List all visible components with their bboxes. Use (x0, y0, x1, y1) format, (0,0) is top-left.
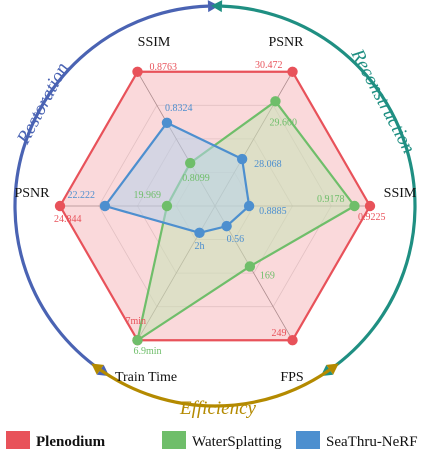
value-label: 0.8885 (259, 206, 287, 217)
data-point (161, 117, 173, 128)
value-label: 169 (260, 270, 275, 281)
data-point (236, 153, 248, 165)
legend-swatch-watersplatting (162, 431, 186, 449)
value-label: 6.9min (134, 346, 162, 357)
value-label: 0.8763 (150, 62, 178, 73)
axis-label: SSIM (138, 35, 171, 50)
axis-label: FPS (280, 370, 303, 385)
data-point (221, 220, 232, 232)
series-points (54, 66, 376, 346)
data-point (132, 335, 143, 346)
value-label: 249 (272, 328, 287, 339)
data-point (132, 66, 143, 77)
arrow-head (210, 0, 223, 13)
value-label: 0.9178 (317, 194, 345, 205)
data-point (287, 335, 298, 346)
legend: Plenodium WaterSplatting SeaThru-NeRF (6, 431, 418, 450)
value-label: 29.600 (269, 117, 297, 128)
arrow-head (91, 363, 104, 375)
axis-label: SSIM (384, 186, 417, 201)
data-point (349, 200, 360, 212)
data-point (161, 200, 173, 212)
legend-label-plenodium: Plenodium (36, 434, 106, 450)
data-point (270, 96, 281, 107)
axis-label: PSNR (268, 35, 304, 50)
arrow-head (326, 363, 339, 375)
value-label: 24.844 (54, 214, 82, 225)
axis-label: PSNR (14, 186, 50, 201)
data-point (54, 200, 66, 212)
value-label: 22.222 (67, 190, 95, 201)
axis-label: Train Time (115, 370, 177, 385)
legend-swatch-seathru-nerf (296, 431, 320, 449)
data-point (364, 200, 376, 212)
value-label: 28.068 (254, 159, 282, 170)
data-point (243, 200, 255, 212)
value-label: 0.56 (227, 234, 245, 245)
value-labels: 0.8763 30.472 0.9225 249 7min 24.844 0.8099 29.… (54, 60, 386, 357)
data-point (185, 157, 196, 169)
data-point (99, 200, 111, 212)
legend-label-watersplatting: WaterSplatting (192, 434, 282, 450)
restoration-label: Restoration (13, 59, 74, 148)
reconstruction-arc (221, 4, 417, 372)
value-label: 19.969 (133, 190, 161, 201)
efficiency-arc (99, 368, 331, 408)
axis-labels: SSIM PSNR SSIM FPS Train Time PSNR (14, 35, 416, 385)
value-label: 0.8324 (165, 103, 193, 114)
value-label: 7min (126, 316, 147, 327)
value-label: 30.472 (255, 60, 283, 71)
legend-swatch-plenodium (6, 431, 30, 449)
value-label: 0.8099 (182, 173, 210, 184)
data-point (194, 227, 205, 239)
value-label: 2h (195, 241, 205, 252)
legend-label-seathru-nerf: SeaThru-NeRF (326, 434, 418, 450)
group-arcs (13, 0, 417, 408)
reconstruction-label: Reconstruction (346, 45, 419, 157)
efficiency-label: Efficiency (179, 398, 257, 419)
data-point (244, 261, 256, 272)
restoration-arc (13, 4, 209, 372)
value-label: 0.9225 (358, 212, 386, 223)
data-point (287, 66, 298, 77)
